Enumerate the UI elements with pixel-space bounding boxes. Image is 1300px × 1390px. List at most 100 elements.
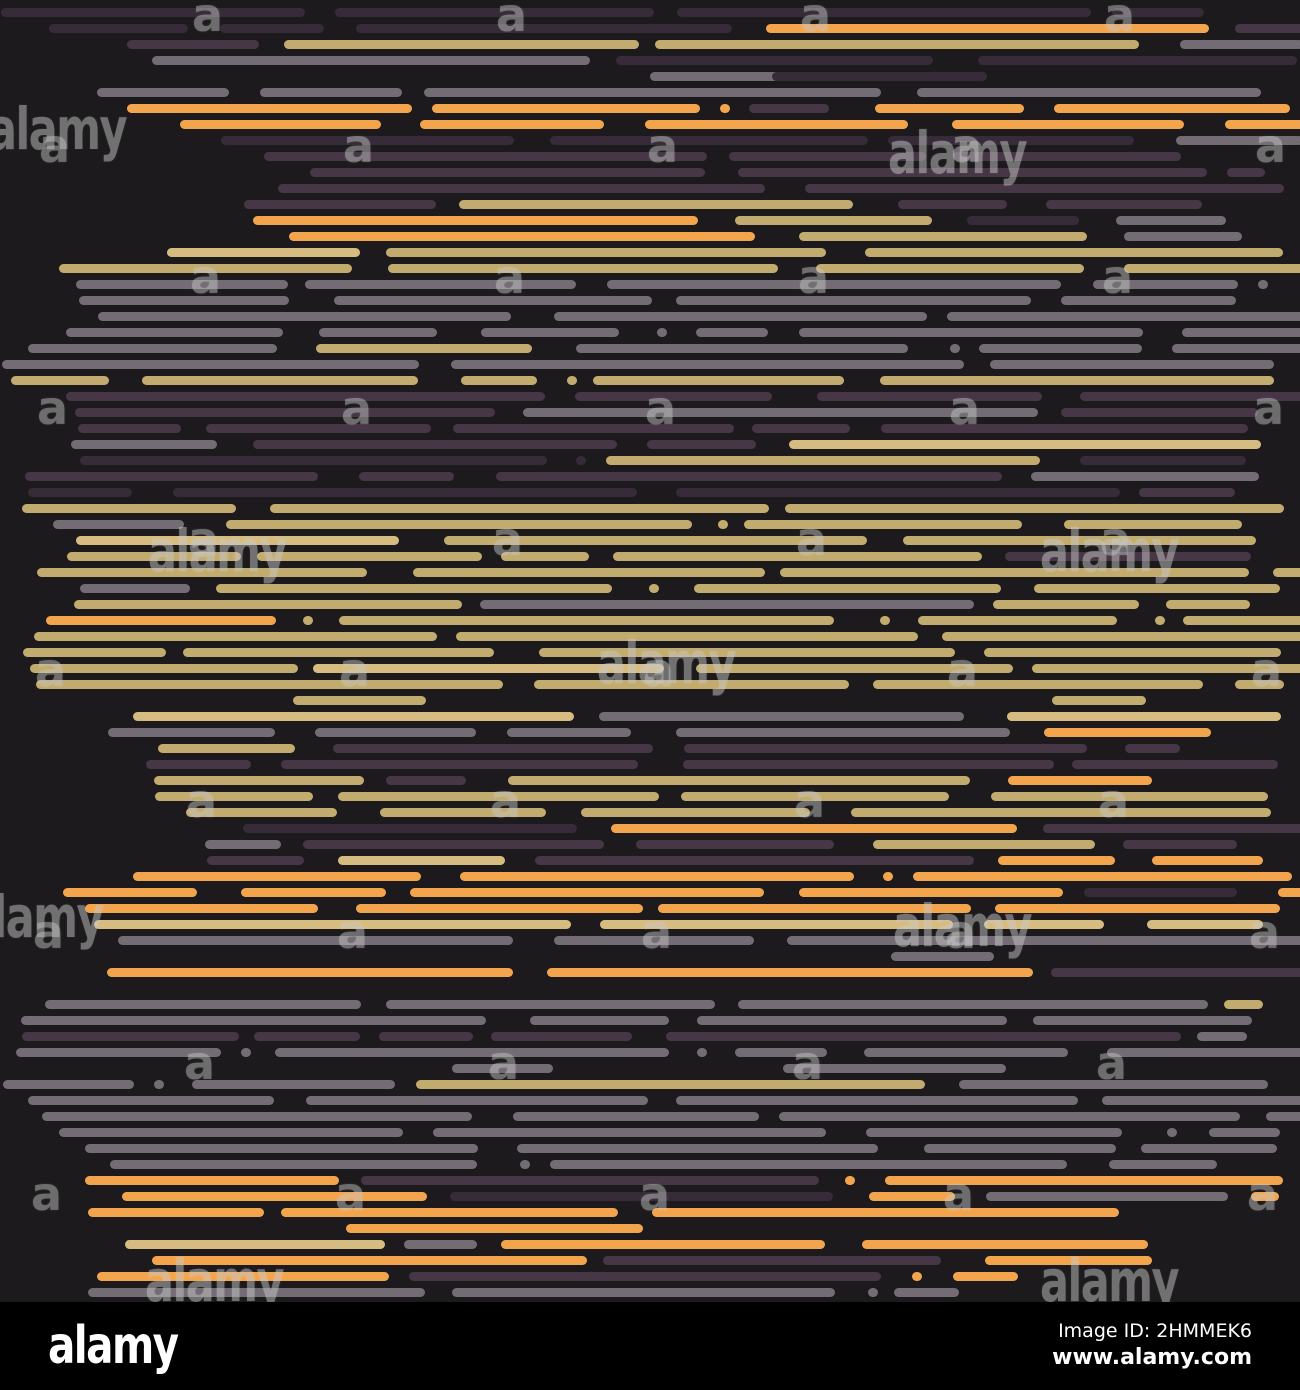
line-segment xyxy=(305,280,577,289)
line-segment xyxy=(735,1048,828,1057)
line-segment xyxy=(804,184,1284,193)
watermark-letter: a xyxy=(184,1036,216,1090)
line-segment xyxy=(58,264,353,273)
watermark-letter: a xyxy=(1104,0,1136,42)
line-segment xyxy=(683,760,1055,769)
line-segment xyxy=(798,328,1143,337)
line-segment xyxy=(455,632,919,641)
line-segment xyxy=(385,248,827,257)
line-segment xyxy=(107,728,276,737)
line-segment xyxy=(1007,712,1281,721)
line-segment xyxy=(226,520,693,529)
line-segment xyxy=(74,408,495,417)
line-segment xyxy=(873,840,1096,849)
line-segment xyxy=(991,792,1268,801)
watermark-letter: a xyxy=(186,774,218,828)
line-segment xyxy=(153,1080,164,1089)
line-segment xyxy=(737,168,1208,177)
line-segment xyxy=(1171,344,1300,353)
line-segment xyxy=(444,536,868,545)
line-segment xyxy=(88,1208,265,1217)
line-segment xyxy=(88,1288,426,1297)
line-segment xyxy=(684,744,1087,753)
watermark-letter: a xyxy=(188,512,220,566)
line-segment xyxy=(155,792,313,801)
line-segment xyxy=(263,152,707,161)
line-segment xyxy=(126,104,412,113)
line-segment xyxy=(912,1272,923,1281)
line-segment xyxy=(355,24,732,33)
line-segment xyxy=(1079,456,1246,465)
watermark-letter: a xyxy=(647,119,679,173)
line-segment xyxy=(1234,680,1284,689)
line-segment xyxy=(242,824,577,833)
line-segment xyxy=(851,808,1272,817)
line-segment xyxy=(80,456,547,465)
line-segment xyxy=(780,568,1250,577)
line-segment xyxy=(1258,280,1269,289)
watermark-layer: alamy alamy alamy alamy alamy alamy alamy alamy… xyxy=(0,0,1286,1302)
line-segment xyxy=(666,1032,1181,1041)
line-segment xyxy=(593,376,845,385)
line-segment xyxy=(517,1144,879,1153)
line-segment xyxy=(696,664,1013,673)
watermark-letter: a xyxy=(945,905,977,959)
line-segment xyxy=(950,344,961,353)
line-segment xyxy=(697,1048,708,1057)
line-segment xyxy=(158,744,295,753)
line-segment xyxy=(30,664,299,673)
line-segment xyxy=(1052,696,1147,705)
line-segment xyxy=(983,648,1281,657)
line-segment xyxy=(1046,200,1202,209)
watermark-letter: a xyxy=(494,250,526,304)
line-segment xyxy=(693,584,1001,593)
line-segment xyxy=(1007,776,1152,785)
line-segment xyxy=(167,248,360,257)
line-segment xyxy=(44,1000,361,1009)
line-segment xyxy=(379,1032,473,1041)
line-segment xyxy=(696,1016,1007,1025)
line-segment xyxy=(1227,168,1266,177)
line-segment xyxy=(11,376,109,385)
line-segment xyxy=(676,488,1120,497)
line-segment xyxy=(783,1064,1006,1073)
line-segment xyxy=(385,1000,715,1009)
watermark-letter: a xyxy=(1249,905,1281,959)
line-segment xyxy=(22,504,237,513)
line-segment xyxy=(903,536,1257,545)
watermark-letter: a xyxy=(798,250,830,304)
line-segment xyxy=(275,1048,669,1057)
line-segment xyxy=(1042,824,1300,833)
line-segment xyxy=(550,1160,1068,1169)
line-segment xyxy=(256,552,482,561)
line-segment xyxy=(179,120,382,129)
dash-line-pattern xyxy=(0,8,1300,1297)
line-segment xyxy=(461,376,538,385)
line-segment xyxy=(1033,584,1280,593)
line-segment xyxy=(76,280,289,289)
line-segment xyxy=(420,120,604,129)
watermark-letter: a xyxy=(796,512,828,566)
line-segment xyxy=(62,888,197,897)
line-segment xyxy=(539,648,955,657)
line-segment xyxy=(979,344,1143,353)
line-segment xyxy=(799,232,1087,241)
line-segment xyxy=(259,88,403,97)
line-segment xyxy=(74,600,463,609)
watermark-letter: a xyxy=(488,1036,520,1090)
line-segment xyxy=(1032,664,1300,673)
line-segment xyxy=(310,168,706,177)
line-segment xyxy=(65,392,546,401)
watermark-letter: a xyxy=(490,774,522,828)
line-segment xyxy=(636,840,834,849)
watermark-word: alamy xyxy=(0,95,127,163)
line-segment xyxy=(360,1176,819,1185)
line-segment xyxy=(550,136,868,145)
line-segment xyxy=(868,1288,878,1297)
line-segment xyxy=(606,280,1062,289)
line-segment xyxy=(1208,1128,1281,1137)
line-segment xyxy=(1224,1000,1264,1009)
line-segment xyxy=(453,424,734,433)
line-segment xyxy=(875,104,1024,113)
alamy-url-text: www.alamy.com xyxy=(1052,1345,1252,1371)
